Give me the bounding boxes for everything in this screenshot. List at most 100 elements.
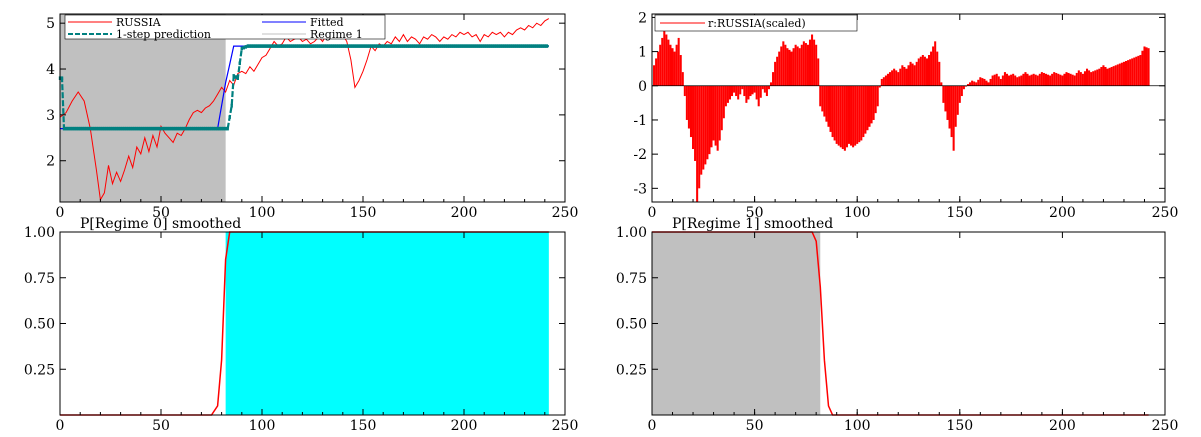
residual-bar — [819, 85, 822, 107]
prediction-marker — [341, 44, 344, 48]
residual-bar — [665, 34, 668, 86]
prediction-marker — [145, 126, 149, 131]
residual-bar — [993, 74, 996, 86]
prediction-marker — [386, 44, 389, 48]
prediction-marker — [182, 126, 185, 131]
prediction-marker — [216, 126, 219, 131]
prediction-marker — [462, 44, 466, 48]
regime0-probability-panel: 0 50 100 150 200 250 0.25 0.50 0.75 1.00 P[Regime … — [24, 216, 579, 434]
prediction-marker — [379, 44, 383, 48]
residual-bar — [1085, 68, 1089, 86]
prediction-marker — [141, 126, 145, 131]
prediction-marker — [230, 103, 233, 108]
residual-bar — [747, 85, 750, 100]
prediction-marker — [149, 126, 153, 131]
y-tick-label: 1.00 — [616, 225, 647, 241]
prediction-marker — [361, 44, 365, 48]
prediction-marker — [270, 44, 274, 48]
residual-bar — [1038, 73, 1041, 86]
prediction-marker — [105, 126, 108, 131]
residual-bar — [927, 55, 931, 86]
residual-bar — [728, 85, 732, 100]
prediction-marker — [527, 44, 530, 48]
prediction-marker — [115, 126, 118, 131]
residual-bar — [806, 44, 809, 86]
residual-bar — [1122, 61, 1125, 86]
prediction-marker — [99, 126, 102, 131]
residual-bar — [878, 85, 881, 88]
prediction-marker — [68, 126, 72, 131]
prediction-marker — [83, 126, 86, 131]
residual-bar — [1022, 73, 1025, 86]
prediction-marker — [228, 115, 231, 119]
y-tick-label: 0.50 — [616, 317, 647, 333]
x-tick-label: 100 — [249, 418, 276, 434]
residual-bar — [694, 85, 697, 161]
residual-bar — [839, 85, 842, 148]
residual-bar — [860, 85, 863, 141]
residual-bar — [921, 55, 924, 86]
prediction-marker — [495, 44, 498, 48]
prediction-marker — [285, 44, 288, 48]
prediction-marker — [325, 44, 328, 48]
prediction-marker — [398, 44, 401, 48]
fit-chart-panel: 0 50 100 150 200 250 2 3 4 5 RUSSIA Fitted 1-step pr… — [46, 13, 578, 221]
prediction-marker — [276, 44, 280, 48]
prediction-marker — [410, 44, 413, 48]
prediction-marker — [159, 126, 163, 131]
prediction-marker — [256, 44, 260, 48]
x-tick-label: 100 — [844, 205, 871, 221]
prediction-marker — [202, 126, 205, 131]
residual-bar — [1147, 48, 1150, 86]
x-tick-label: 200 — [1049, 418, 1076, 434]
residual-bar — [852, 85, 855, 148]
prediction-marker — [194, 126, 197, 131]
prediction-marker — [448, 44, 452, 48]
prediction-marker — [250, 44, 254, 48]
residual-bar — [712, 85, 715, 141]
residual-bar — [679, 55, 682, 86]
prediction-marker — [74, 126, 78, 131]
legend-label: Fitted — [310, 16, 344, 29]
residual-bar — [997, 76, 1000, 86]
residual-bar — [696, 85, 699, 202]
residual-bar — [899, 68, 902, 86]
residual-bar — [782, 41, 785, 86]
residual-bar — [868, 85, 871, 127]
residual-bar — [1094, 70, 1097, 86]
prediction-marker — [97, 126, 100, 131]
prediction-marker — [505, 44, 508, 48]
residual-bar — [1051, 73, 1054, 86]
residual-bar — [659, 44, 662, 86]
residual-bar — [1024, 72, 1027, 86]
y-tick-label: 0.25 — [616, 362, 647, 378]
residual-bar — [735, 85, 738, 97]
prediction-marker — [293, 44, 296, 48]
prediction-marker — [297, 44, 300, 48]
residual-bar — [683, 85, 686, 97]
residual-bar — [1116, 64, 1119, 86]
residual-bar — [825, 85, 828, 122]
residual-bar — [704, 85, 707, 165]
prediction-marker — [147, 126, 151, 131]
prediction-marker — [66, 126, 70, 131]
prediction-marker — [321, 44, 324, 48]
prediction-marker — [533, 44, 536, 48]
prediction-marker — [93, 126, 96, 131]
prediction-marker — [442, 44, 445, 48]
prediction-marker — [125, 126, 128, 131]
residual-bar — [934, 41, 937, 86]
residual-bar — [897, 72, 900, 86]
residual-bar — [1067, 72, 1070, 86]
prediction-marker — [400, 44, 403, 48]
residual-bar — [720, 85, 723, 131]
prediction-marker — [384, 44, 387, 48]
residual-bar — [917, 58, 920, 86]
prediction-marker — [198, 126, 201, 131]
residual-bar — [850, 85, 853, 146]
prediction-marker — [537, 44, 540, 48]
prediction-marker — [224, 126, 227, 131]
residual-bar — [831, 85, 834, 138]
prediction-marker — [432, 44, 435, 48]
